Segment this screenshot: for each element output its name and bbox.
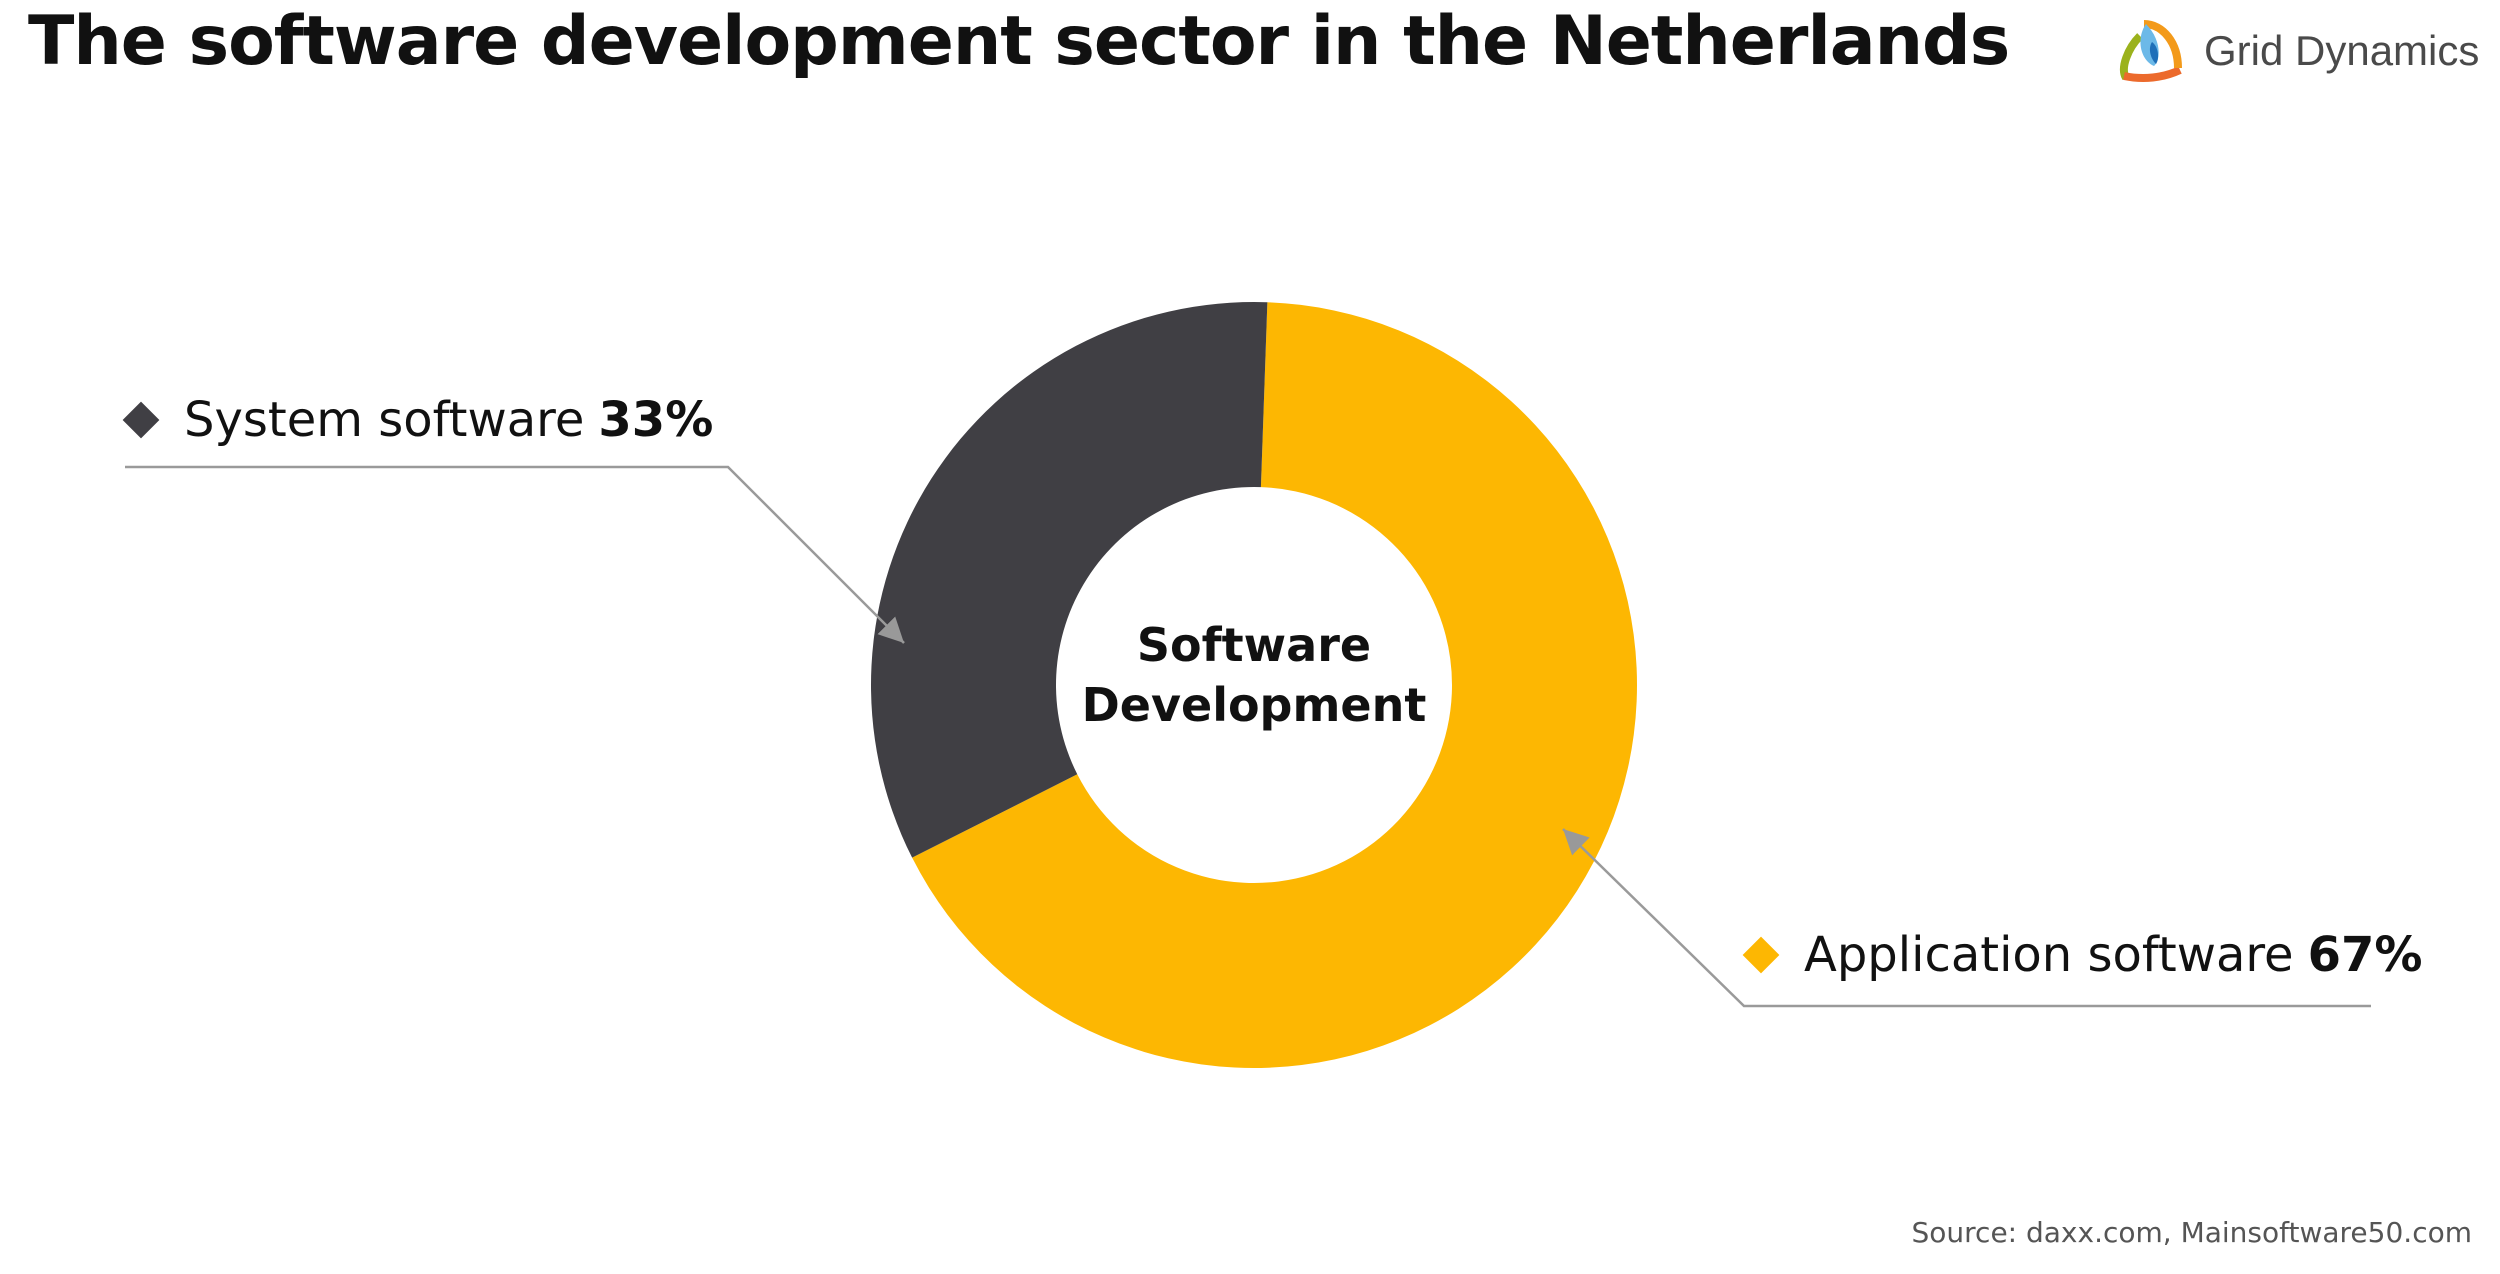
source-note: Source: daxx.com, Mainsoftware50.com — [1911, 1216, 2473, 1249]
system-callout-line — [125, 465, 905, 644]
logo-text: Grid Dynamics — [2204, 27, 2480, 74]
data-label: 33% — [598, 392, 714, 448]
donut-center-label: Software Development — [1054, 615, 1454, 735]
application-callout-line — [1562, 828, 2371, 1008]
slice-system-software — [871, 302, 1268, 858]
legend-label: System software — [184, 392, 585, 448]
legend-application-software: Application software 67% — [1742, 927, 2423, 983]
diamond-icon — [1742, 936, 1780, 974]
logo-icon — [2119, 20, 2182, 82]
grid-dynamics-logo: Grid Dynamics — [2118, 18, 2479, 84]
slice-application-software — [912, 302, 1638, 1069]
center-label-line-2: Development — [1081, 678, 1427, 732]
data-label: 67% — [2307, 927, 2423, 983]
center-label-line-1: Software — [1136, 618, 1372, 672]
diamond-icon — [122, 401, 160, 439]
legend-system-software: System software 33% — [122, 392, 714, 448]
page-title: The software development sector in the N… — [28, 2, 2010, 81]
legend-label: Application software — [1804, 927, 2294, 983]
